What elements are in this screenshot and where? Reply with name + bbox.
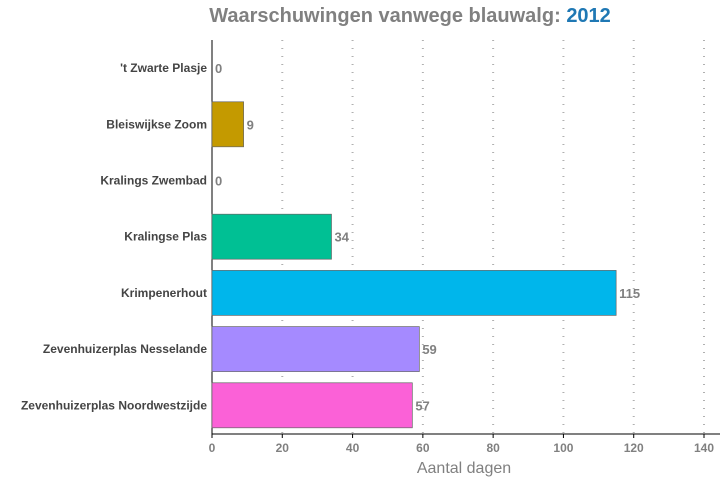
bar — [211, 213, 332, 260]
bar — [211, 101, 244, 148]
chart-title-text: Waarschuwingen vanwege blauwalg: — [209, 5, 561, 27]
category-labels: 't Zwarte Plasje Bleiswijkse Zoom Kralings… — [21, 61, 207, 412]
value-label: 57 — [415, 398, 429, 413]
x-tick-label: 120 — [624, 441, 644, 455]
chart-title-year: 2012 — [566, 5, 611, 27]
category-label: Kralingse Plas — [124, 230, 207, 244]
value-labels: 0 9 0 34 115 59 57 — [215, 61, 640, 413]
value-label: 59 — [422, 342, 436, 357]
value-label: 115 — [619, 286, 640, 301]
category-label: Kralings Zwembad — [100, 174, 207, 188]
x-tick-label: 60 — [416, 441, 430, 455]
value-label: 0 — [215, 61, 222, 76]
x-tick-label: 20 — [276, 441, 290, 455]
bars — [211, 101, 617, 429]
value-label: 34 — [334, 230, 349, 245]
x-tick-label: 0 — [209, 441, 216, 455]
value-label: 0 — [215, 174, 222, 189]
x-tick-labels: 0 20 40 60 80 100 120 140 — [209, 434, 714, 455]
x-axis-title: Aantal dagen — [417, 460, 511, 477]
category-label: Bleiswijkse Zoom — [106, 117, 207, 131]
bar — [211, 382, 413, 429]
x-tick-label: 40 — [346, 441, 360, 455]
category-label: Zevenhuizerplas Nesselande — [43, 342, 207, 356]
category-label: Zevenhuizerplas Noordwestzijde — [21, 398, 207, 412]
x-tick-label: 80 — [486, 441, 500, 455]
category-label: Krimpenerhout — [121, 286, 207, 300]
value-label: 9 — [247, 117, 254, 132]
category-label: 't Zwarte Plasje — [120, 61, 207, 75]
x-tick-label: 100 — [553, 441, 573, 455]
bar — [211, 270, 617, 316]
chart-title: Waarschuwingen vanwege blauwalg: 2012 — [0, 4, 720, 28]
x-tick-label: 140 — [694, 441, 714, 455]
bar — [211, 326, 420, 372]
